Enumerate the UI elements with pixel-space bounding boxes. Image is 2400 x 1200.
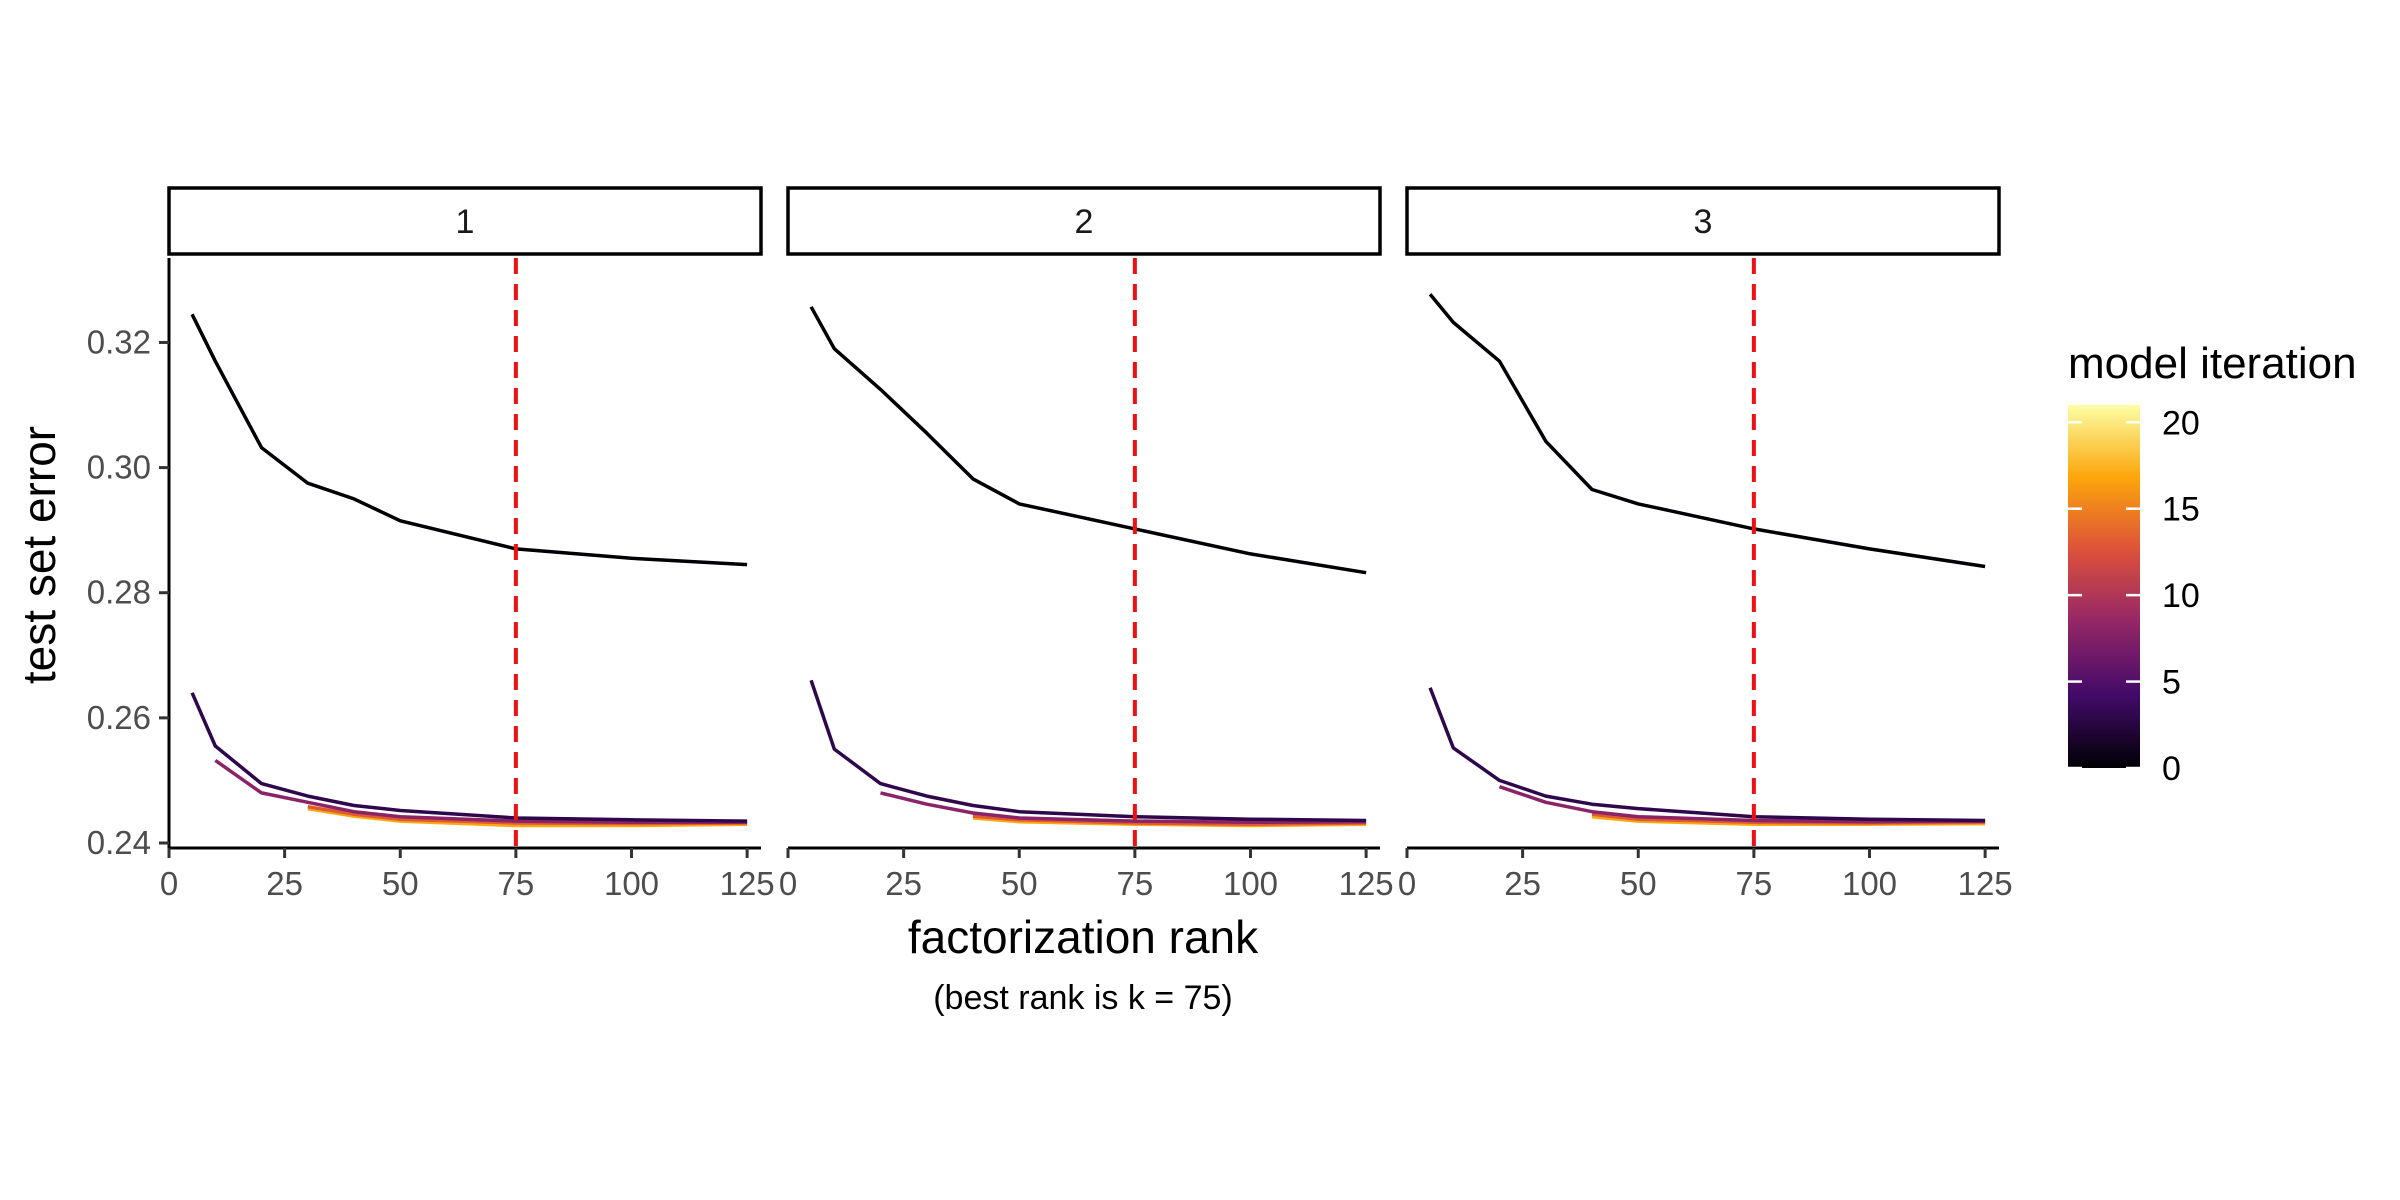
series-line-iteration-3: [809, 679, 1367, 823]
facet-strip-label: 2: [1075, 203, 1094, 241]
x-tick-label: 25: [1504, 865, 1541, 902]
series-line-iteration-0: [1428, 293, 1986, 569]
x-tick-label: 75: [1736, 865, 1773, 902]
x-tick-label: 0: [1398, 865, 1416, 902]
x-tick-label: 100: [1223, 865, 1278, 902]
facet-strip-2: [786, 186, 1382, 256]
x-tick-label: 25: [885, 865, 922, 902]
colorbar-tick-label: 20: [2162, 404, 2200, 442]
y-tick-label: 0.28: [87, 574, 151, 611]
series-line-iteration-0: [809, 305, 1367, 575]
series-line-iteration-0: [190, 313, 748, 567]
y-tick-label: 0.32: [87, 323, 151, 360]
x-axis-title: factorization rank: [908, 911, 1259, 963]
series-line-iteration-17: [307, 806, 748, 828]
x-tick-label: 0: [779, 865, 797, 902]
colorbar-legend: model iteration 0 5 10 15 20: [2068, 339, 2357, 788]
facet-strip-label: 1: [456, 203, 475, 241]
x-tick-label: 0: [160, 865, 178, 902]
x-tick-label: 125: [1958, 865, 2013, 902]
x-tick-label: 125: [1339, 865, 1394, 902]
series-line-iteration-8: [214, 758, 748, 825]
series-line-iteration-3: [1428, 687, 1986, 823]
x-tick-label: 50: [382, 865, 419, 902]
x-tick-label: 50: [1001, 865, 1038, 902]
x-tick-label: 100: [1842, 865, 1897, 902]
panel-3: 3 0 25 50 75 100 125: [1398, 186, 2013, 902]
x-tick-label: 50: [1620, 865, 1657, 902]
colorbar-tick-label: 0: [2162, 750, 2181, 788]
chart-caption: (best rank is k = 75): [933, 979, 1233, 1017]
series-line-iteration-8: [880, 791, 1367, 825]
series-line-iteration-3: [190, 692, 748, 823]
legend-title: model iteration: [2068, 339, 2357, 388]
panel-1: 1 0 25 50 75 100 125 0.24 0.26 0.28 0.30 0.32: [87, 186, 775, 902]
x-tick-label: 25: [266, 865, 303, 902]
y-axis-title: test set error: [13, 426, 65, 684]
x-tick-label: 75: [1117, 865, 1154, 902]
y-tick-label: 0.30: [87, 449, 151, 486]
facet-strip-3: [1405, 186, 2001, 256]
panels: 1 0 25 50 75 100 125 0.24 0.26 0.28 0.30 0.32 2 0 25 50…: [87, 186, 2013, 902]
x-tick-label: 125: [720, 865, 775, 902]
colorbar-ticks: 0 5 10 15 20: [2068, 404, 2200, 788]
facet-strip-label: 3: [1694, 203, 1713, 241]
colorbar-tick-label: 15: [2162, 491, 2200, 529]
panel-2: 2 0 25 50 75 100 125: [779, 186, 1394, 902]
x-tick-label: 75: [498, 865, 535, 902]
facet-strip-1: [167, 186, 763, 256]
y-tick-label: 0.24: [87, 824, 151, 861]
x-tick-label: 100: [604, 865, 659, 902]
series-line-iteration-8: [1498, 785, 1986, 824]
colorbar: [2068, 405, 2140, 768]
colorbar-tick-label: 5: [2162, 664, 2181, 702]
colorbar-tick-label: 10: [2162, 577, 2200, 615]
y-tick-label: 0.26: [87, 699, 151, 736]
